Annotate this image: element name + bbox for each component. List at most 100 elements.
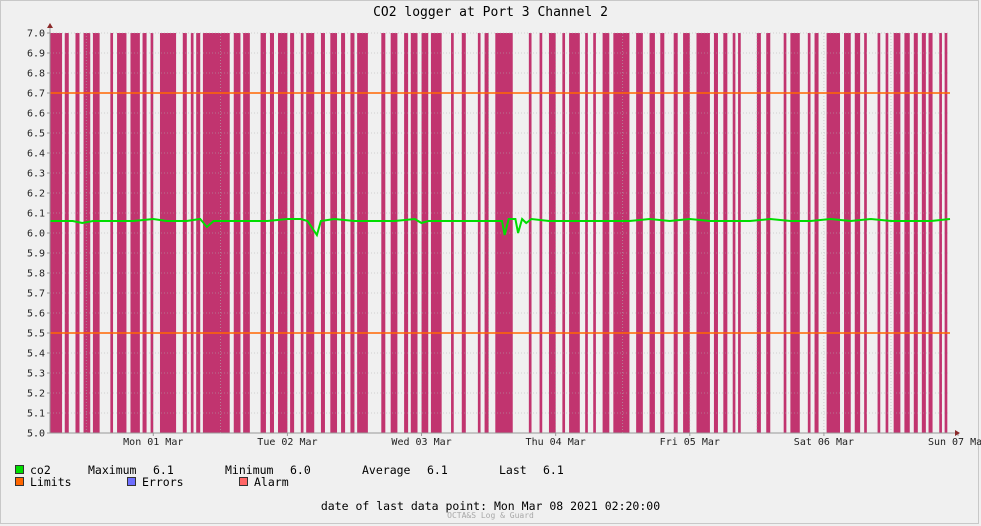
x-tick-label: Wed 03 Mar bbox=[391, 437, 451, 448]
alarm-bar bbox=[92, 33, 100, 433]
x-axis-arrow bbox=[955, 430, 960, 436]
alarm-bar bbox=[790, 33, 800, 433]
alarm-bar bbox=[913, 33, 918, 433]
x-tick-label: Tue 02 Mar bbox=[257, 437, 317, 448]
alarm-bar bbox=[569, 33, 580, 433]
alarm-bar bbox=[330, 33, 338, 433]
legend-min-value: 6.0 bbox=[290, 463, 311, 477]
legend-co2-label: co2 bbox=[30, 463, 51, 477]
axes bbox=[47, 23, 960, 436]
legend-last-value: 6.1 bbox=[543, 463, 564, 477]
alarm-bar bbox=[110, 33, 114, 433]
alarm-bar bbox=[636, 33, 643, 433]
alarm-bar bbox=[944, 33, 948, 433]
alarm-bar bbox=[150, 33, 154, 433]
legend-last-label: Last bbox=[499, 463, 527, 477]
limit-lines bbox=[50, 92, 950, 334]
y-tick-label: 6.4 bbox=[27, 149, 45, 160]
y-tick-label: 5.0 bbox=[27, 429, 45, 440]
alarm-bar bbox=[585, 33, 588, 433]
alarm-bar bbox=[593, 33, 596, 433]
alarm-bar bbox=[196, 33, 201, 433]
errors-swatch bbox=[127, 477, 136, 486]
alarm-bar bbox=[928, 33, 933, 433]
alarm-bar bbox=[548, 33, 556, 433]
x-tick-label: Sun 07 Mar bbox=[928, 437, 981, 448]
chart-title: CO2 logger at Port 3 Channel 2 bbox=[373, 5, 608, 20]
y-tick-label: 6.9 bbox=[27, 49, 45, 60]
alarm-swatch bbox=[239, 477, 248, 486]
y-tick-label: 5.6 bbox=[27, 309, 45, 320]
alarm-bar bbox=[269, 33, 274, 433]
y-tick-label: 5.7 bbox=[27, 289, 45, 300]
y-tick-label: 6.5 bbox=[27, 129, 45, 140]
alarm-bar bbox=[190, 33, 194, 433]
alarm-bar bbox=[844, 33, 851, 433]
legend-max-value: 6.1 bbox=[153, 463, 174, 477]
alarm-bar bbox=[341, 33, 346, 433]
alarm-bar bbox=[243, 33, 250, 433]
alarm-bar bbox=[142, 33, 147, 433]
alarm-bar bbox=[649, 33, 655, 433]
y-tick-label: 6.8 bbox=[27, 69, 45, 80]
legend-alarm-label: Alarm bbox=[254, 475, 289, 489]
alarm-bar bbox=[864, 33, 867, 433]
alarm-bar bbox=[306, 33, 315, 433]
alarm-bar bbox=[766, 33, 771, 433]
alarm-bar bbox=[410, 33, 418, 433]
alarm-bar bbox=[350, 33, 355, 433]
brand-watermark: OCTA&S Log & Guard bbox=[447, 511, 534, 520]
alarm-bar bbox=[202, 33, 230, 433]
y-tick-label: 6.6 bbox=[27, 109, 45, 120]
y-tick-label: 5.9 bbox=[27, 249, 45, 260]
legend-errors-label: Errors bbox=[142, 475, 184, 489]
x-tick-labels: Mon 01 Mar Tue 02 Mar Wed 03 Mar Thu 04 Mar… bbox=[123, 437, 981, 448]
x-tick-label: Sat 06 Mar bbox=[794, 437, 854, 448]
co2-swatch bbox=[15, 465, 24, 474]
co2-series bbox=[50, 217, 951, 238]
y-tick-label: 5.8 bbox=[27, 269, 45, 280]
y-tick-label: 5.3 bbox=[27, 369, 45, 380]
legend-limits-label: Limits bbox=[30, 475, 72, 489]
alarm-bar bbox=[484, 33, 489, 433]
alarm-bar bbox=[713, 33, 718, 433]
y-tick-label: 5.5 bbox=[27, 329, 45, 340]
y-tick-labels: 5.0 5.1 5.2 5.3 5.4 5.5 5.6 5.7 5.8 5.9 6.0 6.1 6.2 6… bbox=[27, 29, 45, 440]
alarm-bar bbox=[64, 33, 69, 433]
alarm-bar bbox=[430, 33, 442, 433]
legend-avg-value: 6.1 bbox=[427, 463, 448, 477]
alarm-bar bbox=[233, 33, 241, 433]
alarm-bar bbox=[182, 33, 187, 433]
alarm-bar bbox=[130, 33, 140, 433]
y-tick-label: 6.1 bbox=[27, 209, 45, 220]
y-tick-label: 6.7 bbox=[27, 89, 45, 100]
alarm-bar bbox=[404, 33, 409, 433]
alarm-bar bbox=[893, 33, 901, 433]
y-tick-label: 6.3 bbox=[27, 169, 45, 180]
y-tick-label: 6.0 bbox=[27, 229, 45, 240]
alarm-bar bbox=[904, 33, 910, 433]
y-tick-label: 5.4 bbox=[27, 349, 45, 360]
y-tick-label: 6.2 bbox=[27, 189, 45, 200]
alarm-bar bbox=[117, 33, 127, 433]
x-tick-label: Fri 05 Mar bbox=[660, 437, 720, 448]
y-axis-arrow bbox=[47, 23, 53, 28]
alarm-bar bbox=[421, 33, 429, 433]
alarm-bar bbox=[290, 33, 295, 433]
x-tick-label: Mon 01 Mar bbox=[123, 437, 183, 448]
alarm-bar bbox=[939, 33, 942, 433]
alarm-bar bbox=[461, 33, 466, 433]
alarm-bar bbox=[885, 33, 889, 433]
co2-line bbox=[50, 217, 951, 238]
legend-max-label: Maximum bbox=[88, 463, 137, 477]
alarm-bar bbox=[539, 33, 543, 433]
alarm-bar bbox=[738, 33, 741, 433]
alarm-bar bbox=[390, 33, 398, 433]
last-data-point: date of last data point: Mon Mar 08 2021… bbox=[320, 499, 661, 513]
legend-avg-label: Average bbox=[362, 463, 411, 477]
alarm-bar bbox=[814, 33, 819, 433]
y-tick-label: 5.1 bbox=[27, 409, 45, 420]
y-tick-label: 7.0 bbox=[27, 29, 45, 40]
alarm-bar bbox=[673, 33, 678, 433]
